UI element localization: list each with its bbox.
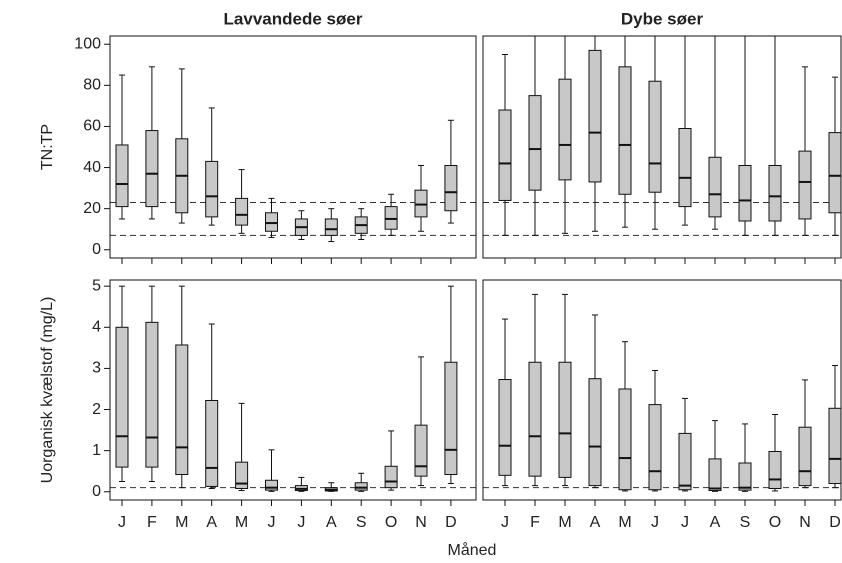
box: [528, 95, 542, 191]
box: [558, 78, 572, 181]
box: [498, 379, 512, 476]
box: [498, 109, 512, 201]
x-tick-label: M: [558, 514, 571, 531]
x-tick-label: M: [175, 514, 188, 531]
x-tick-label: F: [147, 514, 157, 531]
box: [205, 160, 219, 218]
box: [618, 388, 632, 491]
y-tick-label: 5: [92, 277, 101, 294]
box: [768, 165, 782, 222]
y-axis-label: TN:TP: [39, 124, 56, 170]
box: [115, 326, 129, 468]
y-tick-label: 20: [83, 200, 101, 217]
x-tick-label: D: [829, 514, 841, 531]
box: [798, 150, 812, 220]
x-tick-label: O: [385, 514, 397, 531]
y-tick-label: 0: [92, 483, 101, 500]
box: [648, 404, 662, 491]
panel-title: Dybe søer: [621, 9, 704, 28]
x-tick-label: D: [445, 514, 457, 531]
box: [444, 361, 458, 476]
box: [648, 80, 662, 193]
panel-frame: [482, 35, 842, 259]
box: [414, 189, 428, 218]
panel-title: Lavvandede søer: [224, 9, 363, 28]
box: [528, 361, 542, 477]
x-tick-label: J: [297, 514, 305, 531]
box: [678, 432, 692, 491]
y-tick-label: 2: [92, 401, 101, 418]
box: [828, 132, 842, 214]
box: [175, 344, 189, 476]
y-tick-label: 4: [92, 319, 101, 336]
box: [145, 130, 159, 208]
x-tick-label: A: [326, 514, 337, 531]
box: [444, 165, 458, 212]
x-axis-label: Måned: [448, 541, 497, 559]
y-tick-label: 60: [83, 118, 101, 135]
x-tick-label: O: [769, 514, 781, 531]
box: [768, 450, 782, 489]
y-tick-label: 80: [83, 77, 101, 94]
box: [205, 399, 219, 487]
box: [588, 49, 602, 183]
x-tick-label: J: [118, 514, 126, 531]
box: [618, 66, 632, 195]
box: [738, 165, 752, 222]
box: [324, 218, 338, 236]
panel-frame: [482, 279, 842, 501]
box: [384, 465, 398, 489]
x-tick-label: A: [590, 514, 601, 531]
y-axis-label: Uorganisk kvælstof (mg/L): [39, 297, 56, 484]
box: [265, 212, 278, 232]
y-tick-label: 1: [92, 442, 101, 459]
box: [708, 156, 722, 218]
y-tick-label: 100: [74, 35, 101, 52]
x-tick-label: J: [268, 514, 276, 531]
box: [828, 407, 842, 485]
x-tick-label: M: [618, 514, 631, 531]
box: [678, 128, 692, 208]
x-tick-label: M: [235, 514, 248, 531]
box: [708, 458, 722, 492]
x-tick-label: S: [740, 514, 751, 531]
box: [235, 197, 249, 226]
box: [115, 144, 129, 208]
panel-frame: [109, 35, 477, 259]
x-tick-label: J: [651, 514, 659, 531]
box: [235, 461, 249, 489]
y-tick-label: 0: [92, 241, 101, 258]
box: [384, 206, 398, 230]
panel-frame: [109, 279, 477, 501]
box: [588, 378, 602, 487]
x-tick-label: N: [415, 514, 427, 531]
x-tick-label: J: [501, 514, 509, 531]
x-tick-label: A: [710, 514, 721, 531]
box: [145, 321, 159, 468]
box: [738, 462, 752, 491]
box: [798, 426, 812, 487]
box: [265, 479, 278, 491]
y-tick-label: 40: [83, 159, 101, 176]
x-tick-label: J: [681, 514, 689, 531]
x-tick-label: A: [206, 514, 217, 531]
x-tick-label: N: [799, 514, 811, 531]
x-tick-label: S: [356, 514, 367, 531]
box: [354, 482, 368, 491]
box: [414, 424, 428, 477]
box: [558, 361, 572, 478]
y-tick-label: 3: [92, 360, 101, 377]
x-tick-label: F: [530, 514, 540, 531]
